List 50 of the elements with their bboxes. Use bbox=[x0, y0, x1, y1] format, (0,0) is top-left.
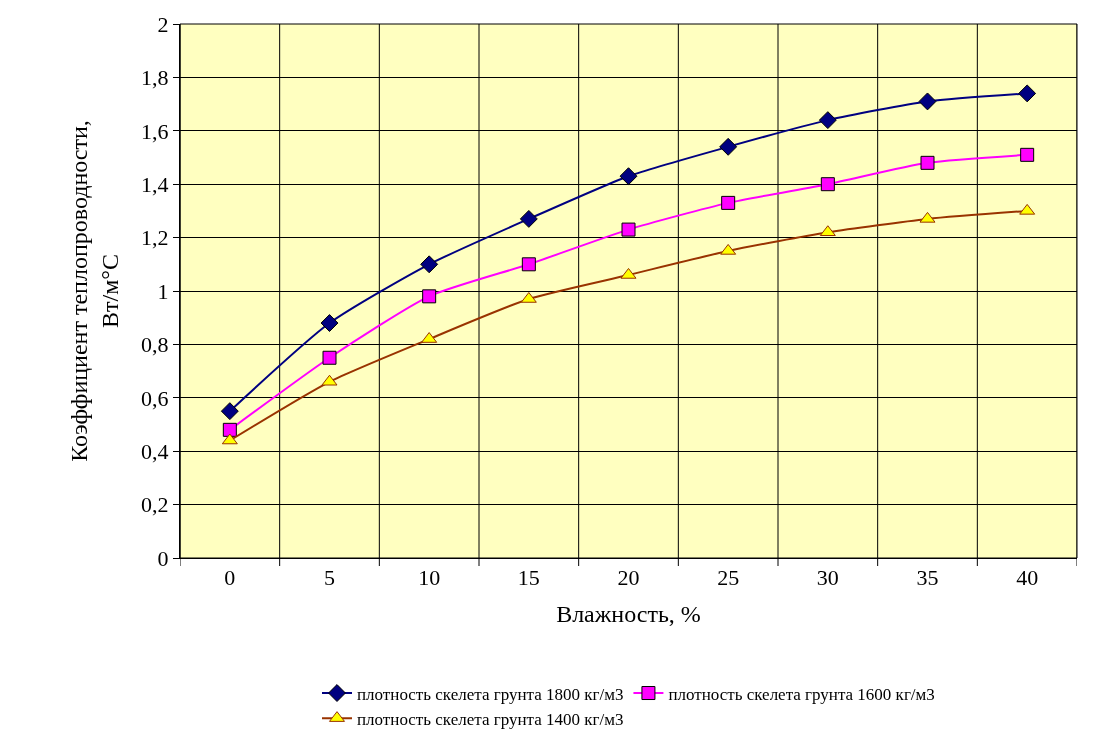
point bbox=[620, 267, 637, 279]
point bbox=[521, 257, 536, 272]
legend-label: плотность скелета грунта 1400 кг/м3 bbox=[357, 709, 624, 729]
y-tick-label: 0,6 bbox=[141, 385, 169, 411]
y-tick-label: 1,8 bbox=[141, 65, 169, 91]
point bbox=[220, 402, 239, 421]
point bbox=[820, 177, 835, 192]
point bbox=[222, 422, 237, 437]
y-tick-label: 0,2 bbox=[141, 492, 169, 518]
point bbox=[720, 243, 737, 255]
y-tick-label: 0 bbox=[157, 545, 169, 571]
point bbox=[420, 255, 439, 274]
x-tick-label: 40 bbox=[1016, 565, 1039, 591]
y-tick-label: 1,6 bbox=[141, 118, 169, 144]
point bbox=[322, 350, 337, 365]
y-axis-title: Коэффициент теплопроводности, Вт/м°С bbox=[66, 120, 124, 462]
x-tick-label: 30 bbox=[816, 565, 839, 591]
x-tick-label: 35 bbox=[916, 565, 939, 591]
point bbox=[221, 433, 238, 445]
x-tick-label: 5 bbox=[324, 565, 335, 591]
point bbox=[919, 211, 936, 223]
x-tick-label: 25 bbox=[717, 565, 740, 591]
point bbox=[320, 314, 339, 332]
point bbox=[422, 289, 437, 304]
x-axis-title: Влажность, % bbox=[556, 600, 701, 627]
point bbox=[321, 374, 338, 386]
y-tick-label: 2 bbox=[157, 11, 169, 37]
legend-label: плотность скелета грунта 1800 кг/м3 bbox=[357, 684, 624, 704]
point bbox=[918, 92, 937, 111]
y-tick-label: 1,4 bbox=[141, 171, 169, 197]
point bbox=[719, 137, 738, 156]
point bbox=[819, 225, 836, 237]
point bbox=[1020, 147, 1035, 162]
y-tick-label: 0,8 bbox=[141, 332, 169, 358]
y-tick-label: 0,4 bbox=[141, 438, 169, 464]
y-tick-label: 1 bbox=[157, 278, 169, 304]
point bbox=[920, 155, 935, 170]
x-tick-label: 20 bbox=[617, 565, 640, 591]
point bbox=[1018, 84, 1037, 103]
x-tick-label: 0 bbox=[224, 565, 236, 591]
legend-label: плотность скелета грунта 1600 кг/м3 bbox=[668, 684, 935, 704]
x-tick-label: 10 bbox=[418, 565, 441, 591]
point bbox=[818, 111, 837, 130]
y-tick-label: 1,2 bbox=[141, 225, 169, 251]
point bbox=[721, 195, 736, 210]
point bbox=[1019, 203, 1036, 215]
point bbox=[519, 209, 538, 228]
x-tick-label: 15 bbox=[517, 565, 540, 591]
point bbox=[619, 167, 638, 186]
point bbox=[621, 222, 636, 237]
